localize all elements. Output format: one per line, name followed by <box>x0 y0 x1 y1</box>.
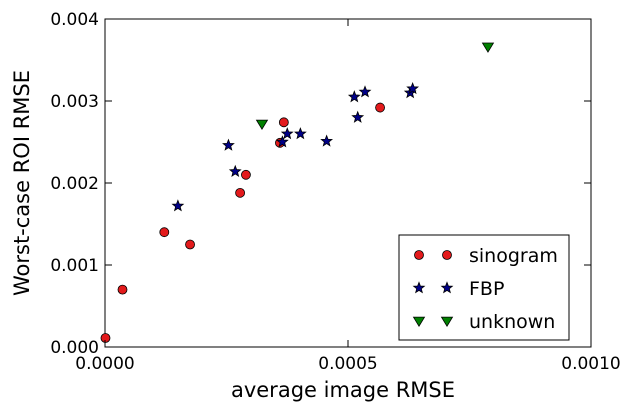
legend-marker <box>440 316 454 328</box>
legend-item-sinogram: sinogram <box>414 245 558 267</box>
legend-box <box>398 234 570 341</box>
y-tick-label: 0.001 <box>50 256 99 276</box>
fbp-point <box>351 110 365 123</box>
legend-label: sinogram <box>469 245 558 267</box>
y-axis-title: Worst-case ROI RMSE <box>10 70 34 296</box>
fbp-point <box>228 164 242 177</box>
fbp-point <box>347 90 361 103</box>
fbp-point <box>275 135 289 148</box>
fbp-point <box>280 127 294 140</box>
legend-marker <box>412 316 426 328</box>
legend-marker <box>414 250 424 260</box>
fbp-point <box>320 134 333 147</box>
sinogram-point <box>241 169 251 180</box>
x-tick-label: 0.0000 <box>75 354 134 374</box>
sinogram-point <box>235 187 246 198</box>
legend-marker <box>440 281 454 294</box>
fbp-point <box>358 85 372 98</box>
y-tick-label: 0.002 <box>50 174 99 194</box>
legend: sinogram FBP unknown <box>398 234 570 341</box>
x-tick-label: 0.0005 <box>318 354 377 374</box>
legend-item-unknown: unknown <box>412 311 555 333</box>
sinogram-point <box>185 239 195 250</box>
x-axis-title: average image RMSE <box>231 378 455 402</box>
x-axis: 0.0000 0.0005 0.0010 <box>75 19 621 374</box>
sinogram-point <box>375 102 385 113</box>
y-axis: 0.000 0.001 0.002 0.003 0.004 <box>50 10 591 358</box>
legend-marker <box>442 250 452 260</box>
fbp-point <box>293 127 307 140</box>
sinogram-point <box>278 117 289 128</box>
series-sinogram <box>100 102 385 343</box>
series-unknown <box>255 42 495 130</box>
sinogram-point <box>159 227 170 238</box>
y-tick-label: 0.000 <box>50 338 99 358</box>
fbp-point <box>171 199 185 212</box>
sinogram-point <box>117 284 128 295</box>
fbp-point <box>222 138 235 151</box>
legend-marker <box>412 281 426 294</box>
fbp-point <box>406 81 420 95</box>
y-tick-label: 0.003 <box>50 92 99 112</box>
legend-label: unknown <box>469 311 555 333</box>
x-tick-label: 0.0010 <box>561 354 620 374</box>
unknown-point <box>255 119 269 130</box>
legend-item-fbp: FBP <box>412 278 504 300</box>
y-tick-label: 0.004 <box>50 10 99 30</box>
unknown-point <box>481 42 495 53</box>
series-fbp <box>171 81 420 212</box>
legend-label: FBP <box>469 278 504 300</box>
